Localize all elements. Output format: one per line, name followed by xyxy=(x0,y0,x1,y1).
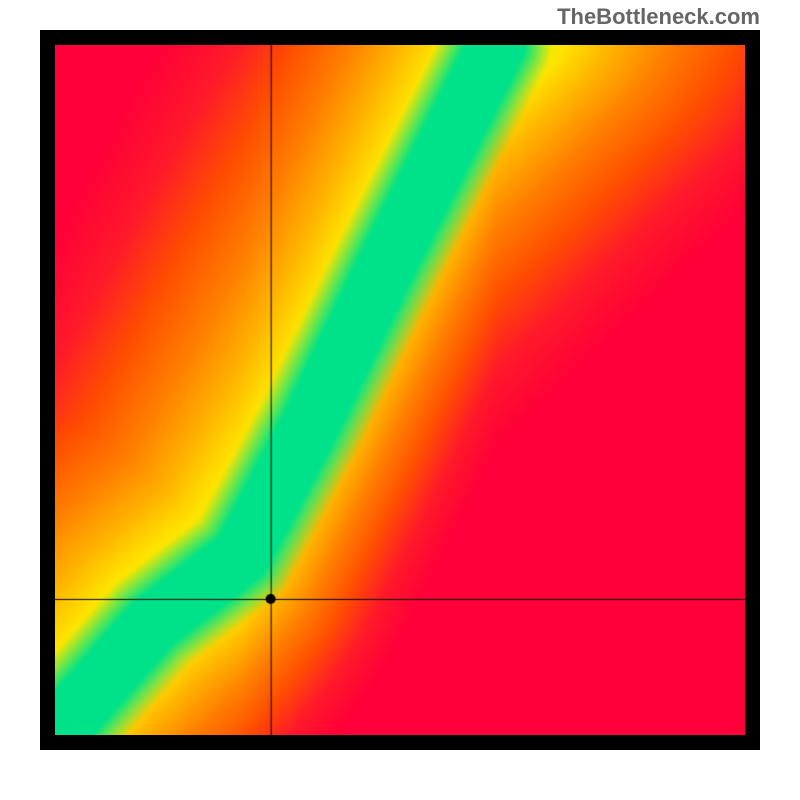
heatmap-canvas xyxy=(55,45,745,735)
figure-container: TheBottleneck.com xyxy=(0,0,800,800)
plot-frame xyxy=(40,30,760,750)
watermark-text: TheBottleneck.com xyxy=(557,4,760,30)
